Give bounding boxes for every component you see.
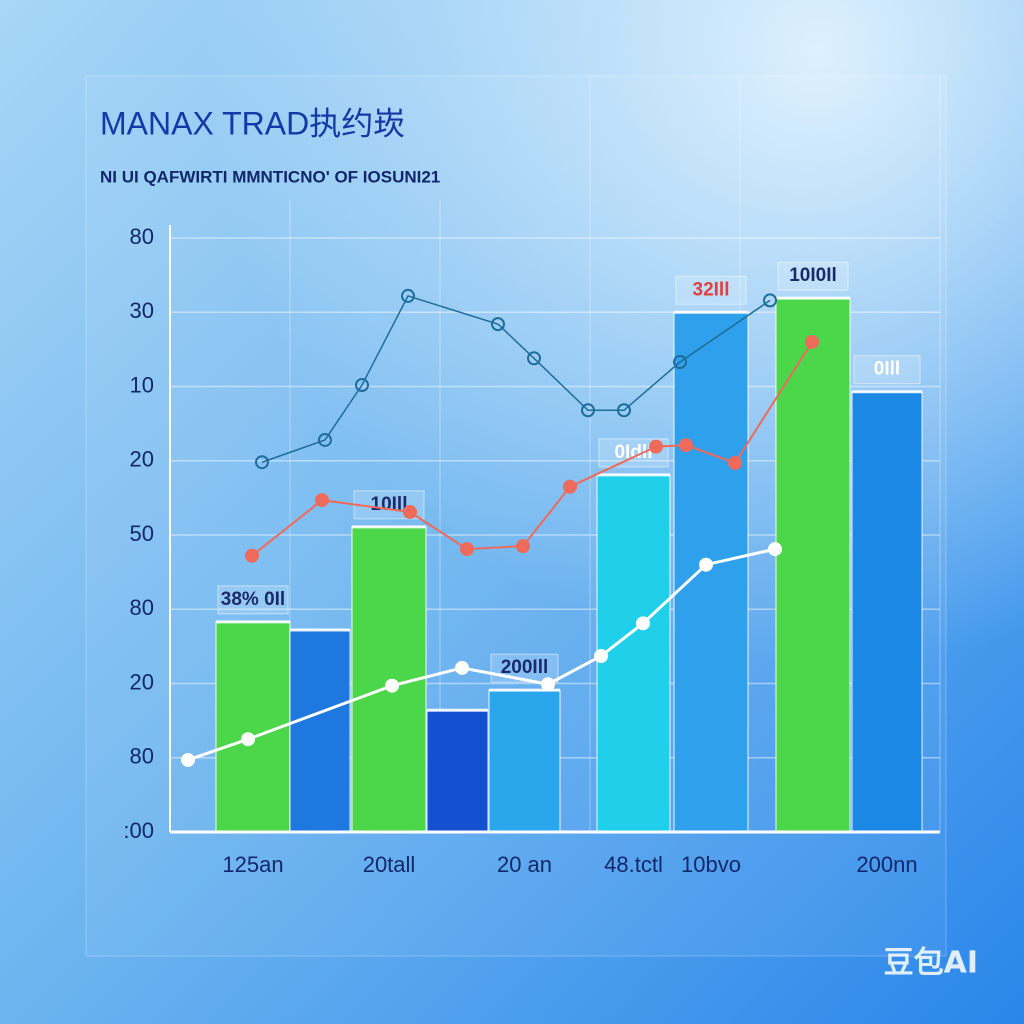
- bar: [488, 689, 561, 833]
- line-marker: [181, 752, 195, 767]
- line-marker: [315, 493, 329, 508]
- line-marker: [241, 732, 255, 747]
- line-marker: [255, 455, 269, 470]
- line-marker: [649, 439, 663, 454]
- bar-label-box: [217, 585, 289, 615]
- line-marker: [403, 504, 417, 519]
- bar: [426, 709, 489, 833]
- line-marker: [527, 351, 541, 366]
- x-tick-label: 48.tctl: [604, 852, 663, 877]
- line-marker: [455, 660, 469, 675]
- line-marker: [318, 432, 332, 447]
- x-tick-label: 10bvo: [681, 852, 741, 877]
- bar-label: 10I0Il: [789, 265, 837, 286]
- y-tick-label: 10: [130, 372, 154, 397]
- x-tick-label: 20tall: [363, 852, 416, 877]
- line-marker: [245, 548, 259, 563]
- line-marker: [673, 354, 687, 369]
- y-tick-label: 80: [130, 595, 154, 620]
- bar: [596, 474, 671, 833]
- line-marker: [763, 293, 777, 308]
- bar-label: 200Ill: [501, 657, 549, 678]
- x-tick-label: 200nn: [856, 852, 917, 877]
- chart-title: MANAX TRAD执约崁: [100, 105, 405, 141]
- line-marker: [581, 403, 595, 418]
- chart-subtitle: NI UI QAFWIRTI MMNTICNO' OF IOSUNI21: [100, 167, 440, 186]
- y-tick-label: 80: [130, 744, 154, 769]
- bar: [775, 297, 851, 833]
- y-tick-label: 20: [130, 669, 154, 694]
- line-marker: [636, 616, 650, 631]
- line-marker: [617, 403, 631, 418]
- bar-label-box: [777, 261, 849, 291]
- bar-label: 0Ill: [874, 359, 900, 380]
- line-marker: [679, 438, 693, 453]
- bar: [673, 311, 749, 833]
- line-marker: [728, 455, 742, 470]
- bar-label: 0Idll: [614, 442, 652, 463]
- line-marker: [563, 479, 577, 494]
- line-marker: [385, 678, 399, 693]
- bar-label: 32Ill: [693, 279, 730, 300]
- y-tick-label: 20: [130, 447, 154, 472]
- watermark: 豆包AI: [884, 946, 978, 981]
- y-tick-label: 30: [130, 298, 154, 323]
- y-tick-label: 80: [130, 224, 154, 249]
- bar: [851, 390, 923, 833]
- line-marker: [355, 378, 369, 393]
- line-marker: [541, 677, 555, 692]
- bar-label: 38% 0Il: [221, 589, 285, 610]
- line-marker: [516, 539, 530, 554]
- bar-label-box: [853, 355, 921, 385]
- line-series: [251, 341, 813, 557]
- bar: [289, 629, 351, 833]
- x-tick-label: 125an: [222, 852, 283, 877]
- line-marker: [401, 288, 415, 303]
- line-series: [261, 295, 771, 463]
- line-marker: [594, 649, 608, 664]
- bar-label-box: [490, 653, 559, 683]
- line-marker: [805, 334, 819, 349]
- y-tick-label: 50: [130, 521, 154, 546]
- line-marker: [491, 317, 505, 332]
- line-marker: [460, 542, 474, 557]
- line-marker: [699, 557, 713, 572]
- bar-label-box: [675, 275, 747, 305]
- y-tick-label: :00: [123, 818, 154, 843]
- x-tick-label: 20 an: [497, 852, 552, 877]
- line-marker: [768, 542, 782, 557]
